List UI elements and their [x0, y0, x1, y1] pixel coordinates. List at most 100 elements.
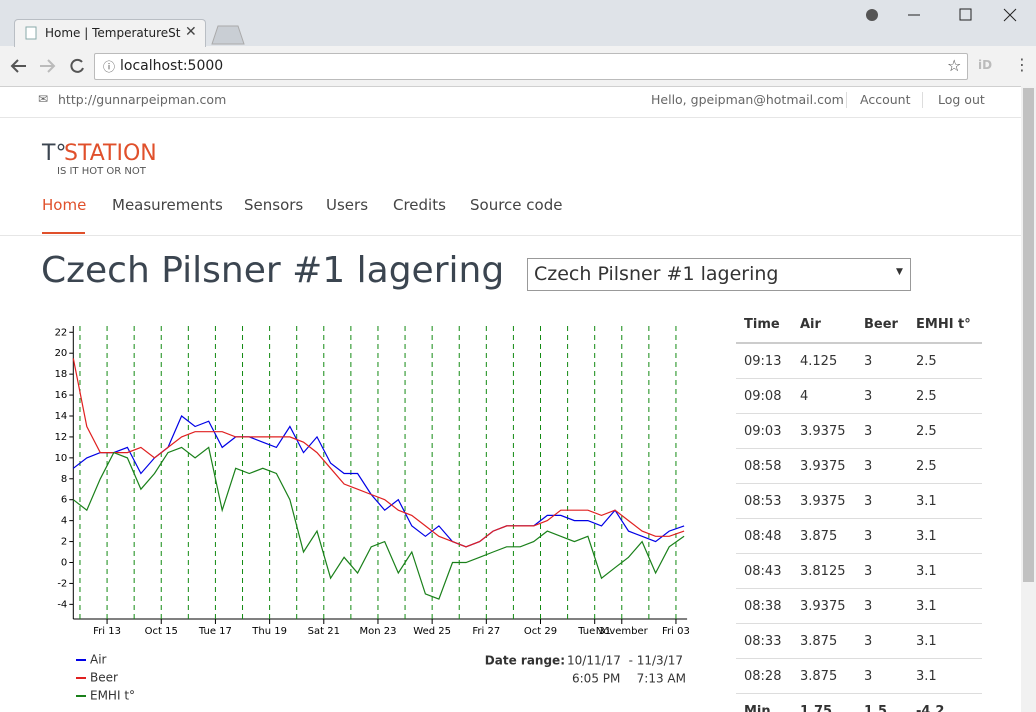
- browser-tab[interactable]: Home | TemperatureStat ✕: [14, 19, 206, 47]
- table-cell: 3.875: [800, 529, 838, 544]
- table-cell: 3: [864, 564, 873, 579]
- address-bar[interactable]: ⓘ localhost:5000 ☆: [94, 53, 968, 80]
- table-cell: 3.9375: [800, 459, 846, 474]
- y-tick-label: 6: [61, 495, 67, 506]
- date-range-to-time: 7:13 AM: [637, 672, 686, 686]
- nav-link[interactable]: Home: [42, 196, 87, 214]
- x-tick-label: Oct 15: [145, 626, 178, 637]
- y-tick-label: 0: [61, 557, 67, 568]
- table-cell: 1.75: [800, 704, 833, 712]
- y-tick-label: 18: [55, 369, 68, 380]
- table-cell: 3.9375: [800, 494, 846, 509]
- table-cell: 2.5: [916, 459, 937, 474]
- mail-icon: ✉: [38, 92, 49, 106]
- select-arrow: ▼: [896, 267, 903, 277]
- table-cell: 3.1: [916, 564, 937, 579]
- table-cell: 2.5: [916, 354, 937, 369]
- table-cell: 09:13: [744, 354, 782, 369]
- divider: [0, 235, 1021, 236]
- browser-chrome: Home | TemperatureStat ✕ ⓘ localhost:500…: [0, 0, 1036, 87]
- y-tick-label: 4: [61, 516, 67, 527]
- tab-title: Home | TemperatureStat: [45, 26, 181, 40]
- divider: [0, 117, 1021, 118]
- table-row: 08:43 3.8125 3 3.1: [736, 553, 982, 589]
- x-tick-label: Tue 31: [577, 626, 611, 637]
- menu-button[interactable]: ⋮: [1014, 55, 1030, 74]
- greeting: Hello, gpeipman@hotmail.com: [651, 92, 844, 107]
- new-tab[interactable]: [208, 24, 248, 46]
- separator: [846, 92, 847, 108]
- site-link[interactable]: http://gunnarpeipman.com: [58, 92, 227, 107]
- table-cell: 4.125: [800, 354, 838, 369]
- table-cell: -4.2: [916, 704, 945, 712]
- account-link[interactable]: Account: [860, 92, 911, 107]
- date-range-from-time: 6:05 PM: [572, 672, 620, 686]
- nav-link[interactable]: Measurements: [112, 196, 223, 214]
- y-tick-label: -4: [57, 599, 67, 610]
- x-tick-label: Wed 25: [413, 626, 451, 637]
- url: localhost:5000: [120, 58, 224, 74]
- date-range-label: Date range:: [485, 654, 565, 668]
- date-range-to: - 11/3/17: [629, 654, 683, 668]
- table-row: 08:38 3.9375 3 3.1: [736, 588, 982, 624]
- chart: -4 -2 0 2 4 6 8 10 12 14 16 18 20 22 Fri 13 Oct 15 Tue 1…: [55, 326, 690, 703]
- table-cell: 08:38: [744, 599, 782, 614]
- table-row: 08:28 3.875 3 3.1: [736, 658, 982, 694]
- table-cell: 3: [864, 529, 873, 544]
- x-tick-label: Sat 21: [308, 626, 340, 637]
- table-cell: 3: [864, 669, 873, 684]
- table-row: 09:03 3.9375 3 2.5: [736, 413, 982, 449]
- table-cell: 08:58: [744, 459, 782, 474]
- table-cell: 3.9375: [800, 599, 846, 614]
- nav-buttons[interactable]: [6, 54, 90, 78]
- table-cell: Min: [744, 704, 771, 712]
- x-tick-label: November: [596, 626, 649, 637]
- table-cell: 3: [864, 424, 873, 439]
- table-row: 09:08 4 3 2.5: [736, 378, 982, 414]
- scrollbar-thumb[interactable]: [1023, 88, 1034, 582]
- table-row: Min 1.75 1.5 -4.2: [736, 693, 982, 712]
- table-cell: 3.8125: [800, 564, 846, 579]
- nav-link[interactable]: Sensors: [244, 196, 304, 214]
- table-cell: 3.1: [916, 529, 937, 544]
- table-cell: 08:33: [744, 634, 782, 649]
- bookmark-star[interactable]: ☆: [947, 56, 962, 75]
- logo-tagline: IS IT HOT OR NOT: [57, 166, 146, 177]
- y-tick-label: 2: [61, 537, 67, 548]
- x-tick-label: Fri 13: [93, 626, 121, 637]
- nav-active-underline: [42, 232, 85, 234]
- scrollbar[interactable]: [1021, 86, 1036, 712]
- table-cell: 4: [800, 389, 809, 404]
- y-tick-label: 16: [55, 390, 68, 401]
- legend-label: Beer: [90, 671, 118, 685]
- nav-link[interactable]: Source code: [470, 196, 563, 214]
- table-cell: 08:48: [744, 529, 782, 544]
- table-cell: 3: [864, 599, 873, 614]
- logo-name: STATION: [64, 141, 157, 166]
- y-tick-label: 10: [55, 453, 68, 464]
- table-row: 08:53 3.9375 3 3.1: [736, 483, 982, 519]
- nav-link[interactable]: Users: [326, 196, 369, 214]
- extension-icon[interactable]: iD: [978, 58, 993, 72]
- table-cell: 3.875: [800, 634, 838, 649]
- table-cell: 08:43: [744, 564, 782, 579]
- x-tick-label: Tue 17: [198, 626, 232, 637]
- table-cell: 09:03: [744, 424, 782, 439]
- table-cell: 09:08: [744, 389, 782, 404]
- table-row: 08:58 3.9375 3 2.5: [736, 448, 982, 484]
- nav-link[interactable]: Credits: [393, 196, 446, 214]
- tab-close[interactable]: ✕: [185, 24, 197, 40]
- select-value: Czech Pilsner #1 lagering: [534, 263, 779, 285]
- logo-mark: T°: [42, 141, 67, 166]
- separator: [922, 92, 923, 108]
- table-cell: 3.875: [800, 669, 838, 684]
- logout-link[interactable]: Log out: [938, 92, 985, 107]
- y-tick-label: 12: [55, 432, 68, 443]
- x-tick-label: Oct 29: [524, 626, 557, 637]
- table-cell: 3: [864, 494, 873, 509]
- x-tick-label: Thu 19: [251, 626, 287, 637]
- table-cell: 3: [864, 389, 873, 404]
- sensor-select[interactable]: Czech Pilsner #1 lagering ▼: [527, 258, 911, 291]
- table-cell: 3: [864, 354, 873, 369]
